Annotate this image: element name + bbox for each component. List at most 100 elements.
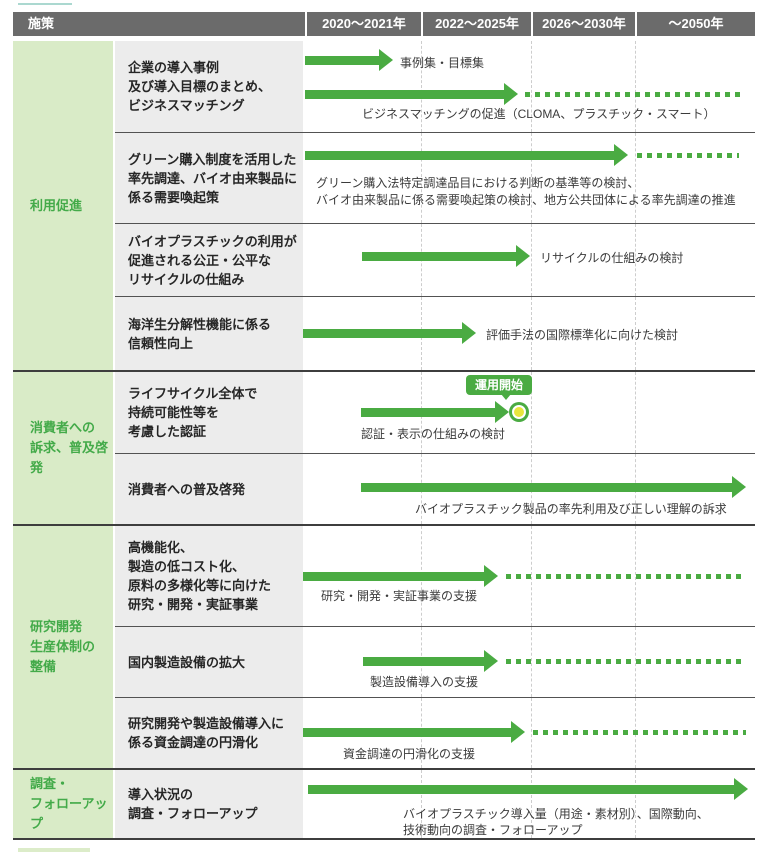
dotted-continuation-line	[637, 153, 739, 158]
measure-line: 高機能化、	[128, 540, 194, 555]
gridline	[635, 41, 636, 132]
measure-line: 率先調達、バイオ由来製品に	[128, 170, 298, 186]
measure-line: 企業の導入事例	[128, 60, 220, 75]
section-rd-production: 研究開発 生産体制の 整備 高機能化、 製造の低コスト化、 原料の多様化等に向け…	[13, 526, 755, 770]
gridline	[635, 133, 636, 223]
measure-label: ライフサイクル全体で 持続可能性等を 考慮した認証	[115, 372, 303, 453]
arrow-annotation: 研究・開発・実証事業の支援	[321, 589, 478, 603]
category-line: 研究開発	[30, 619, 83, 634]
measure-line: ライフサイクル全体で	[128, 386, 258, 401]
timeline-arrow	[303, 565, 498, 587]
section-usage-promotion: 利用促進 企業の導入事例 及び導入目標のまとめ、 ビジネスマッチング 事例集・目…	[13, 41, 755, 372]
measure-line: 信頼性向上	[128, 335, 194, 351]
arrow-head-icon	[511, 721, 525, 743]
category-label: 研究開発 生産体制の 整備	[13, 526, 115, 768]
header-period-2026-2030: 2026～2030年	[533, 12, 635, 36]
gridline	[421, 133, 422, 223]
measure-label: 企業の導入事例 及び導入目標のまとめ、 ビジネスマッチング	[115, 41, 303, 132]
top-accent-line	[18, 3, 72, 5]
timeline-cell: 製造設備導入の支援	[303, 627, 755, 697]
measure-line: ビジネスマッチング	[128, 98, 245, 113]
arrow-annotation: 製造設備導入の支援	[370, 675, 479, 689]
arrow-head-icon	[495, 401, 509, 423]
measure-line: 調査・フォローアップ	[128, 806, 258, 821]
section-rows: ライフサイクル全体で 持続可能性等を 考慮した認証 運用開始 認証・表示の仕組み…	[115, 372, 755, 524]
arrow-shaft	[305, 56, 380, 65]
arrow-shaft	[362, 252, 517, 261]
roadmap-row-financing: 研究開発や製造設備導入に 係る資金調達の円滑化 資金調達の円滑化の支援	[115, 698, 755, 768]
roadmap-row-marine-biodegradable: 海洋生分解性機能に係る 信頼性向上 評価手法の国際標準化に向けた検討	[115, 297, 755, 370]
arrow-annotation: 評価手法の国際標準化に向けた検討	[486, 328, 679, 342]
gridline	[421, 770, 422, 838]
measure-line: 製造の低コスト化、	[128, 559, 246, 574]
arrow-annotation: リサイクルの仕組みの検討	[540, 251, 684, 265]
arrow-shaft	[305, 90, 505, 99]
measure-line: 研究開発や製造設備導入に	[128, 716, 285, 731]
arrow-annotation: 認証・表示の仕組みの検討	[361, 427, 506, 441]
category-line: 消費者への	[30, 420, 96, 435]
measure-label: バイオプラスチックの利用が 促進される公正・公平な リサイクルの仕組み	[115, 224, 303, 296]
roadmap-row-recycling-scheme: バイオプラスチックの利用が 促進される公正・公平な リサイクルの仕組み リサイク…	[115, 224, 755, 297]
timeline-cell: 事例集・目標集 ビジネスマッチングの促進（CLOMA、プラスチック・スマート）	[303, 41, 755, 132]
arrow-annotation: ビジネスマッチングの促進（CLOMA、プラスチック・スマート）	[362, 107, 716, 121]
category-line: 利用促進	[30, 197, 83, 213]
arrow-annotation: 技術動向の調査・フォローアップ	[403, 823, 583, 837]
arrow-annotation: バイオ由来製品に係る需要喚起策の検討、地方公共団体による率先調達の推進	[316, 193, 736, 207]
arrow-head-icon	[379, 49, 393, 71]
roadmap-row-green-purchasing: グリーン購入制度を活用した 率先調達、バイオ由来製品に 係る需要喚起策 グリーン…	[115, 133, 755, 224]
arrow-head-icon	[734, 778, 748, 800]
measure-line: 考慮した認証	[128, 424, 207, 439]
timeline-arrow	[303, 322, 476, 344]
category-line: 訴求、普及啓発	[30, 440, 109, 475]
measure-label: グリーン購入制度を活用した 率先調達、バイオ由来製品に 係る需要喚起策	[115, 133, 303, 223]
timeline-cell: 資金調達の円滑化の支援	[303, 698, 755, 768]
measure-label: 高機能化、 製造の低コスト化、 原料の多様化等に向けた 研究・開発・実証事業	[115, 526, 303, 626]
header-period-2022-2025: 2022～2025年	[423, 12, 531, 36]
measure-line: 原料の多様化等に向けた	[128, 578, 272, 593]
timeline-cell: グリーン購入法特定調達品目における判断の基準等の検討、 バイオ由来製品に係る需要…	[303, 133, 755, 223]
timeline-arrow	[305, 49, 393, 71]
measure-line: 促進される公正・公平な	[128, 252, 272, 268]
section-rows: 高機能化、 製造の低コスト化、 原料の多様化等に向けた 研究・開発・実証事業 研…	[115, 526, 755, 768]
measure-label: 国内製造設備の拡大	[115, 627, 303, 697]
dotted-continuation-line	[506, 659, 746, 664]
timeline-cell: リサイクルの仕組みの検討	[303, 224, 755, 296]
gridline	[635, 372, 636, 453]
timeline-cell: 研究・開発・実証事業の支援	[303, 526, 755, 626]
arrow-annotation: バイオプラスチック製品の率先利用及び正しい理解の訴求	[415, 502, 727, 516]
dotted-continuation-line	[533, 730, 746, 735]
section-rows: 企業の導入事例 及び導入目標のまとめ、 ビジネスマッチング 事例集・目標集 ビジ…	[115, 41, 755, 370]
measure-line: 消費者への普及啓発	[128, 481, 246, 497]
measure-line: 持続可能性等を	[128, 405, 220, 420]
measure-label: 導入状況の 調査・フォローアップ	[115, 770, 303, 838]
measure-line: リサイクルの仕組み	[128, 271, 245, 287]
gridline	[531, 770, 532, 838]
measure-label: 消費者への普及啓発	[115, 454, 303, 524]
timeline-arrow	[361, 401, 509, 423]
gridline	[635, 297, 636, 370]
measure-line: 導入状況の	[128, 787, 194, 802]
milestone-marker-icon	[509, 402, 529, 422]
timeline-arrow	[361, 476, 746, 498]
category-label: 消費者への 訴求、普及啓発	[13, 372, 115, 524]
arrow-head-icon	[504, 83, 518, 105]
arrow-head-icon	[732, 476, 746, 498]
arrow-head-icon	[462, 322, 476, 344]
timeline-cell: 運用開始 認証・表示の仕組みの検討	[303, 372, 755, 453]
measure-line: 国内製造設備の拡大	[128, 654, 246, 670]
milestone-core	[512, 405, 526, 419]
arrow-annotation: 事例集・目標集	[400, 56, 485, 70]
measure-line: 及び導入目標のまとめ、	[128, 79, 272, 94]
header-period-2050: ～2050年	[637, 12, 755, 36]
arrow-shaft	[361, 408, 496, 417]
timeline-arrow	[363, 650, 498, 672]
arrow-annotation: 資金調達の円滑化の支援	[343, 747, 476, 761]
gridline	[531, 297, 532, 370]
arrow-head-icon	[516, 245, 530, 267]
arrow-head-icon	[484, 650, 498, 672]
timeline-cell: バイオプラスチック導入量（用途・素材別）、国際動向、 技術動向の調査・フォローア…	[303, 770, 755, 838]
dotted-continuation-line	[506, 574, 746, 579]
arrow-shaft	[361, 483, 733, 492]
operation-start-badge: 運用開始	[466, 375, 533, 400]
category-line: 調査・	[30, 776, 70, 791]
